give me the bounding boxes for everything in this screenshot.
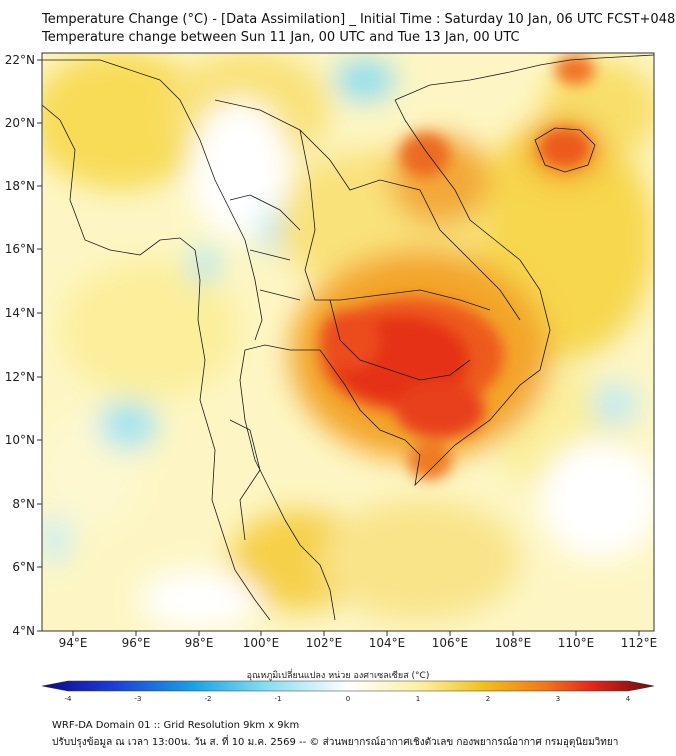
colorbar-label: อุณหภูมิเปลี่ยนแปลง หน่วย องศาเซลเซียส (… xyxy=(246,671,430,681)
lon-tick-label: 100°E xyxy=(243,636,280,650)
colorbar-tick-label: -2 xyxy=(205,695,212,703)
map-subtitle: Temperature change between Sun 11 Jan, 0… xyxy=(42,30,520,45)
lat-tick-label: 10°N xyxy=(5,433,35,447)
lon-tick-label: 94°E xyxy=(59,636,88,650)
lat-tick-label: 18°N xyxy=(5,179,35,193)
lat-tick-label: 4°N xyxy=(12,624,35,638)
coastlines-and-borders xyxy=(42,54,654,621)
lat-tick-label: 14°N xyxy=(5,306,35,320)
colorbar-tick-label: 3 xyxy=(556,695,560,703)
temperature-field xyxy=(42,53,654,631)
colorbar-tick-label: 4 xyxy=(626,695,631,703)
lat-axis: 22°N 20°N 18°N 16°N 14°N 12°N 10°N 8°N 6… xyxy=(5,53,42,638)
lat-tick-label: 20°N xyxy=(5,116,35,130)
lon-tick-label: 112°E xyxy=(621,636,658,650)
colorbar-tick-label: -3 xyxy=(135,695,142,703)
colorbar: -4 -3 -2 -1 0 1 2 3 4 xyxy=(41,680,655,703)
lat-tick-label: 6°N xyxy=(12,560,35,574)
lon-tick-label: 106°E xyxy=(432,636,469,650)
lon-tick-label: 110°E xyxy=(558,636,595,650)
lon-tick-label: 104°E xyxy=(369,636,406,650)
lat-tick-label: 12°N xyxy=(5,370,35,384)
colorbar-tick-label: -4 xyxy=(65,695,73,703)
lon-axis: 94°E 96°E 98°E 100°E 102°E 104°E 106°E 1… xyxy=(59,631,658,650)
footer-credit: ปรับปรุงข้อมูล ณ เวลา 13:00น. วัน ส. ที่… xyxy=(52,737,619,748)
lon-tick-label: 102°E xyxy=(306,636,343,650)
colorbar-tick-label: 1 xyxy=(416,695,420,703)
colorbar-tick-label: 2 xyxy=(486,695,490,703)
colorbar-tick-label: 0 xyxy=(346,695,350,703)
lat-tick-label: 16°N xyxy=(5,242,35,256)
lat-tick-label: 8°N xyxy=(12,497,35,511)
map-frame xyxy=(41,52,655,632)
lat-tick-label: 22°N xyxy=(5,53,35,67)
footer-model-info: WRF-DA Domain 01 :: Grid Resolution 9km … xyxy=(52,720,300,731)
colorbar-tick-label: -1 xyxy=(275,695,282,703)
lon-tick-label: 98°E xyxy=(185,636,214,650)
lon-tick-label: 108°E xyxy=(495,636,532,650)
map-title: Temperature Change (°C) - [Data Assimila… xyxy=(42,12,676,27)
lon-tick-label: 96°E xyxy=(122,636,151,650)
